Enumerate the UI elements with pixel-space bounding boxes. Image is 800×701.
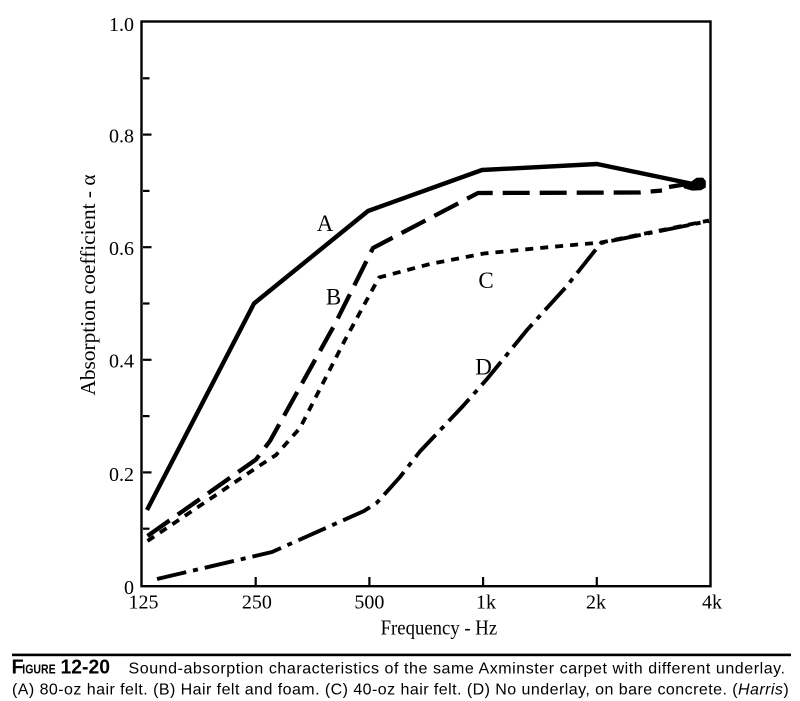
svg-text:IGURE: IGURE <box>22 662 56 677</box>
svg-text:2k: 2k <box>586 592 606 614</box>
svg-text:4k: 4k <box>702 592 722 614</box>
svg-text:0.6: 0.6 <box>109 238 134 260</box>
svg-text:0: 0 <box>124 577 134 599</box>
svg-text:Frequency - Hz: Frequency - Hz <box>381 616 498 640</box>
svg-text:(A) 80-oz hair felt. (B) Hair: (A) 80-oz hair felt. (B) Hair felt and f… <box>12 682 789 699</box>
svg-text:D: D <box>475 355 492 380</box>
svg-text:125: 125 <box>129 592 159 614</box>
svg-text:Absorption coefficient - α: Absorption coefficient - α <box>76 175 100 396</box>
svg-text:C: C <box>478 268 493 293</box>
svg-text:0.8: 0.8 <box>109 126 134 148</box>
svg-text:A: A <box>317 211 334 236</box>
svg-text:1k: 1k <box>476 592 496 614</box>
svg-text:12-20: 12-20 <box>61 657 111 679</box>
svg-text:0.4: 0.4 <box>109 351 134 373</box>
svg-text:Sound-absorption characteristi: Sound-absorption characteristics of the … <box>129 661 786 678</box>
svg-text:500: 500 <box>354 592 384 614</box>
svg-text:1.0: 1.0 <box>109 14 134 36</box>
svg-text:F: F <box>12 657 24 679</box>
svg-text:0.2: 0.2 <box>109 464 134 486</box>
svg-text:B: B <box>326 285 341 310</box>
svg-text:250: 250 <box>242 592 272 614</box>
